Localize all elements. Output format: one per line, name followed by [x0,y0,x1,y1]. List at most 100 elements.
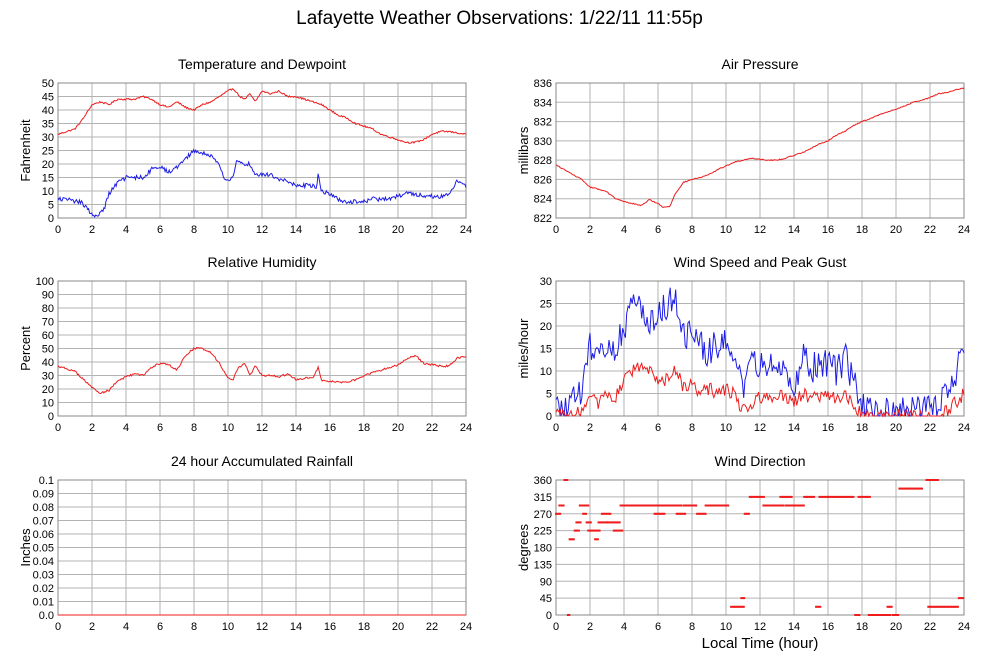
direction-point [568,614,571,616]
direction-point [659,504,662,507]
y-tick-label: 20 [42,384,54,396]
direction-point [598,529,601,532]
direction-point [570,538,572,541]
direction-point [682,512,685,515]
y-tick-label: 0.02 [33,583,54,595]
direction-point [691,504,693,507]
direction-point [806,495,808,498]
y-tick-label: 135 [534,559,552,571]
direction-point [913,487,916,490]
direction-point [839,495,842,498]
x-tick-label: 2 [587,224,593,236]
direction-point [585,512,587,515]
y-tick-label: 25 [540,299,552,311]
plot-frame [57,280,467,417]
x-tick-label: 16 [324,621,336,633]
y-tick-label: 20 [42,159,54,171]
direction-point [704,512,707,515]
direction-point [600,521,603,524]
direction-point [594,529,597,532]
direction-point [869,614,872,616]
direction-point [664,504,667,507]
x-tick-label: 12 [754,621,766,633]
direction-point [934,605,937,608]
direction-point [925,479,928,481]
direction-point [693,504,696,507]
direction-point [779,495,782,498]
direction-point [867,614,870,616]
x-tick-label: 0 [553,422,559,434]
direction-point [734,605,737,608]
x-tick-label: 24 [460,224,472,236]
y-tick-label: 832 [534,117,552,129]
direction-point [666,504,668,507]
x-tick-label: 8 [191,422,197,434]
x-tick-label: 8 [689,224,695,236]
direction-point [715,504,718,507]
direction-point [790,504,793,507]
direction-point [751,495,754,498]
direction-point [663,512,666,515]
direction-point [566,479,569,481]
direction-point [788,504,791,507]
x-tick-label: 10 [720,422,732,434]
direction-point [657,512,660,515]
direction-point [696,512,699,515]
direction-point [700,512,703,515]
x-tick-label: 20 [890,422,902,434]
direction-point [635,504,638,507]
x-tick-label: 24 [460,621,472,633]
x-tick-label: 18 [358,224,370,236]
direction-point [934,479,937,481]
x-tick-label: 6 [157,422,163,434]
direction-point [904,487,906,490]
direction-point [827,495,829,498]
direction-point [929,479,932,481]
direction-point [579,521,582,524]
y-tick-label: 0.1 [39,475,54,487]
direction-point [683,504,686,507]
y-tick-label: 20 [540,321,552,333]
direction-point [780,504,783,507]
direction-point [738,605,741,608]
direction-point [886,614,889,616]
direction-point [741,597,744,600]
chart-title: Wind Speed and Peak Gust [674,254,847,270]
y-tick-label: 90 [540,576,552,588]
x-tick-label: 24 [958,224,970,236]
direction-point [682,504,685,507]
direction-point [602,512,605,515]
direction-point [628,504,631,507]
direction-point [614,529,617,532]
direction-point [846,495,849,498]
direction-point [898,487,901,490]
direction-point [582,512,585,515]
x-tick-label: 22 [924,224,936,236]
x-tick-label: 18 [856,422,868,434]
direction-point [889,605,892,608]
y-axis-label: miles/hour [516,318,531,379]
direction-point [680,504,683,507]
x-tick-label: 12 [256,224,268,236]
x-tick-label: 4 [621,224,627,236]
direction-point [617,521,620,524]
x-tick-label: 10 [720,621,732,633]
x-tick-label: 16 [822,621,834,633]
y-tick-label: 315 [534,492,552,504]
direction-point [832,495,835,498]
direction-point [598,521,601,524]
direction-point [688,504,691,507]
direction-point [740,605,742,608]
direction-point [649,504,652,507]
direction-point [775,504,778,507]
direction-point [889,614,891,616]
direction-point [797,504,800,507]
y-tick-label: 40 [42,357,54,369]
direction-point [803,495,806,498]
direction-point [595,529,598,532]
direction-point [818,495,821,498]
shared-x-axis-label: Local Time (hour) [701,635,819,652]
direction-point [787,504,790,507]
